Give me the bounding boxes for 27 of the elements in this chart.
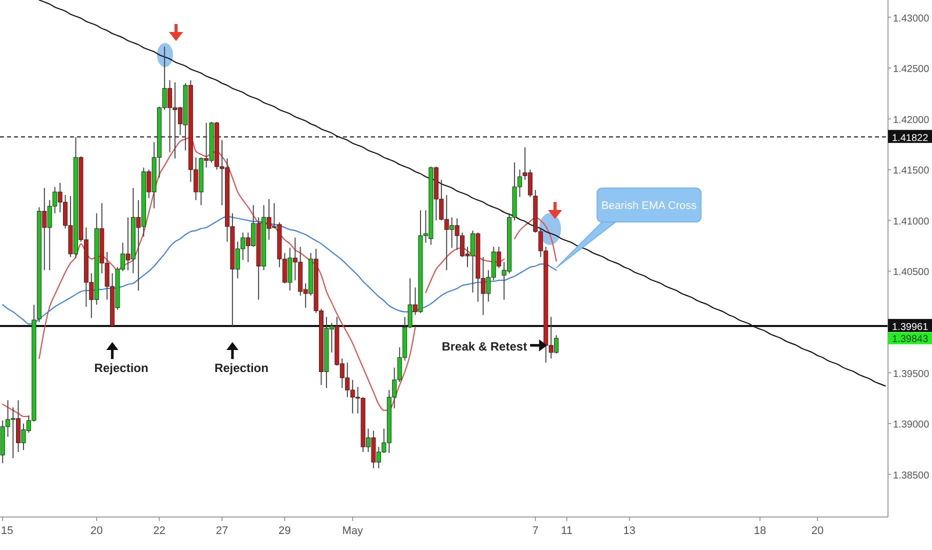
y-tick-label: 1.41500	[893, 166, 930, 177]
y-tick-label: 1.40500	[893, 267, 930, 278]
ref-line-label: 1.39961	[892, 322, 929, 333]
y-tick-label: 1.42500	[893, 64, 930, 76]
x-tick-label: 11	[561, 525, 572, 537]
annotation: Break & Retest	[442, 339, 528, 354]
x-tick-label: May	[342, 525, 364, 537]
annotation: Bearish EMA Cross	[601, 200, 698, 212]
ref-line-label: 1.41822	[892, 132, 929, 144]
y-tick-label: 1.43000	[893, 13, 930, 24]
x-tick-label: 15	[1, 525, 14, 537]
annotation: Rejection	[94, 361, 148, 376]
x-tick-label: 18	[754, 525, 766, 537]
annotation: Rejection	[214, 361, 268, 376]
x-tick-label: 27	[216, 525, 228, 537]
x-tick-label: 22	[153, 525, 166, 537]
x-tick-label: 20	[90, 525, 103, 537]
y-tick-label: 1.38500	[893, 470, 930, 482]
y-tick-label: 1.39500	[893, 368, 930, 380]
x-tick-label: 7	[532, 525, 538, 537]
x-tick-label: 20	[811, 525, 824, 537]
text: 1.39843	[892, 334, 929, 346]
y-tick-label: 1.41000	[893, 216, 930, 228]
y-tick-label: 1.42000	[893, 114, 930, 126]
x-tick-label: 29	[278, 525, 291, 537]
y-tick-label: 1.39000	[893, 420, 930, 431]
x-tick-label: 13	[623, 525, 636, 537]
